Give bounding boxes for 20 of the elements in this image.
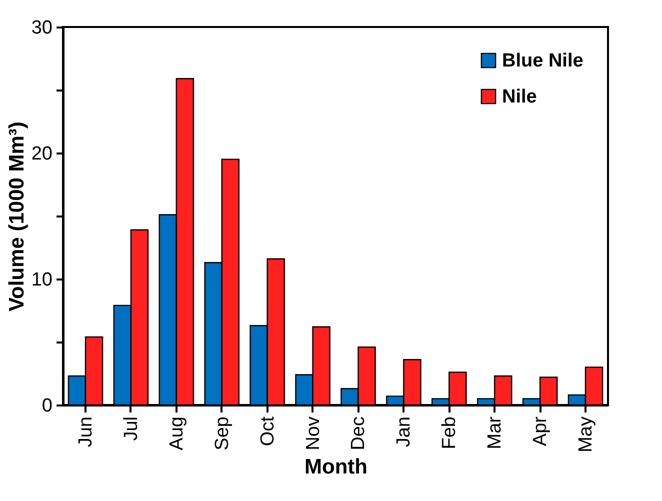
y-tick-label: 10 [31, 270, 52, 290]
x-tick-label: Aug [166, 416, 188, 450]
legend-label: Blue Nile [502, 50, 584, 72]
x-tick-label: Jan [394, 416, 415, 448]
x-tick-label: Oct [257, 416, 278, 446]
x-tick-label: May [576, 416, 596, 452]
x-tick-label: Feb [439, 416, 460, 450]
x-tick-label: Mar [484, 416, 506, 450]
y-axis-title: Volume (1000 Mm³) [5, 122, 28, 312]
y-tick-label: 0 [42, 396, 52, 416]
x-tick-label: Dec [348, 416, 370, 450]
x-tick-label: Sep [212, 416, 233, 450]
x-tick-label: Apr [530, 416, 552, 446]
x-axis-title: Month [304, 455, 368, 478]
x-tick-label: Jun [76, 416, 96, 448]
y-tick-label: 20 [31, 144, 52, 164]
legend-label: Nile [502, 86, 537, 108]
x-tick-label: Nov [302, 416, 324, 450]
x-tick-label: Jul [120, 416, 142, 441]
y-tick-label: 30 [31, 18, 52, 38]
